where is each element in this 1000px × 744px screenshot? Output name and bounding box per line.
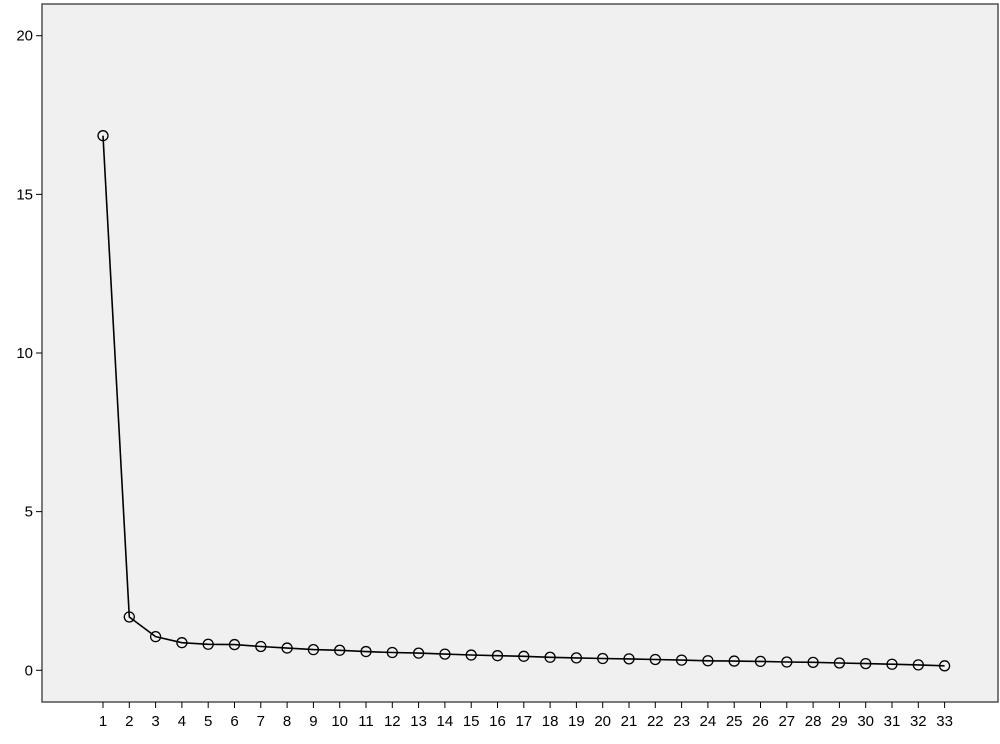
data-point-17 (518, 650, 530, 662)
data-point-8 (281, 642, 293, 654)
x-tick-label-19: 19 (568, 713, 585, 730)
x-tick-label-28: 28 (805, 713, 822, 730)
data-point-7 (255, 640, 267, 653)
x-tick-label-18: 18 (542, 713, 559, 730)
x-tick-label-25: 25 (726, 713, 743, 730)
data-point-19 (570, 652, 583, 664)
x-tick-label-21: 21 (621, 713, 638, 730)
data-point-33 (938, 660, 951, 672)
data-point-3 (149, 630, 162, 643)
series-line (102, 135, 945, 667)
x-tick-label-4: 4 (178, 713, 186, 730)
x-tick-label-1: 1 (99, 713, 107, 730)
x-tick-label-32: 32 (910, 713, 927, 730)
data-point-28 (807, 656, 819, 668)
data-point-9 (307, 644, 320, 656)
data-point-31 (886, 658, 898, 670)
data-point-32 (912, 659, 924, 671)
data-point-21 (623, 653, 635, 665)
x-tick-label-29: 29 (831, 713, 848, 730)
x-tick-label-12: 12 (384, 713, 401, 730)
x-tick-label-7: 7 (257, 713, 265, 730)
x-tick-label-10: 10 (331, 713, 348, 730)
x-tick-label-33: 33 (936, 713, 953, 730)
x-tick-label-20: 20 (594, 713, 611, 730)
data-point-2 (123, 611, 135, 623)
data-point-10 (334, 644, 346, 656)
x-tick-label-9: 9 (309, 713, 317, 730)
x-tick-label-15: 15 (463, 713, 480, 730)
plot-area (41, 3, 999, 703)
data-point-26 (754, 655, 767, 668)
x-axis: 1 2 3 4 5 6 7 8 9 10 11 12 13 14 15 16 17 18 19 20 21 22 23 24 2… (99, 702, 953, 730)
x-tick-label-5: 5 (204, 713, 212, 730)
data-point-20 (597, 652, 609, 665)
x-tick-label-8: 8 (283, 713, 291, 730)
y-tick-label-10: 10 (16, 345, 33, 362)
y-axis: 0 5 10 15 20 (16, 28, 42, 679)
data-point-18 (544, 651, 556, 663)
x-tick-label-16: 16 (489, 713, 506, 730)
x-tick-label-24: 24 (700, 713, 717, 730)
data-point-16 (491, 650, 504, 662)
x-tick-label-17: 17 (515, 713, 532, 730)
data-point-13 (412, 647, 425, 659)
y-tick-label-15: 15 (16, 186, 33, 203)
series-group (97, 130, 951, 672)
data-point-4 (176, 637, 188, 649)
x-tick-label-22: 22 (647, 713, 664, 730)
data-point-1 (97, 130, 109, 142)
data-point-14 (439, 648, 451, 660)
x-tick-label-3: 3 (151, 713, 159, 730)
x-tick-label-31: 31 (884, 713, 901, 730)
data-point-12 (386, 646, 398, 659)
data-point-5 (202, 638, 214, 650)
x-tick-label-23: 23 (673, 713, 690, 730)
x-tick-label-13: 13 (410, 713, 427, 730)
data-point-15 (465, 649, 477, 661)
x-tick-label-2: 2 (125, 713, 133, 730)
x-tick-label-11: 11 (358, 713, 374, 730)
data-point-6 (228, 638, 241, 651)
data-point-22 (649, 653, 661, 666)
x-tick-label-30: 30 (857, 713, 874, 730)
x-tick-label-27: 27 (778, 713, 795, 730)
data-point-11 (360, 645, 372, 658)
y-tick-label-20: 20 (16, 28, 33, 45)
data-point-25 (728, 655, 740, 667)
x-tick-label-6: 6 (230, 713, 238, 730)
y-tick-label-5: 5 (25, 504, 33, 521)
data-point-29 (833, 657, 846, 669)
data-point-27 (781, 656, 793, 668)
data-point-30 (860, 657, 872, 670)
x-tick-label-14: 14 (437, 713, 454, 730)
y-tick-label-0: 0 (25, 662, 33, 679)
data-point-24 (702, 655, 714, 667)
data-point-23 (675, 654, 688, 666)
x-tick-label-26: 26 (752, 713, 769, 730)
